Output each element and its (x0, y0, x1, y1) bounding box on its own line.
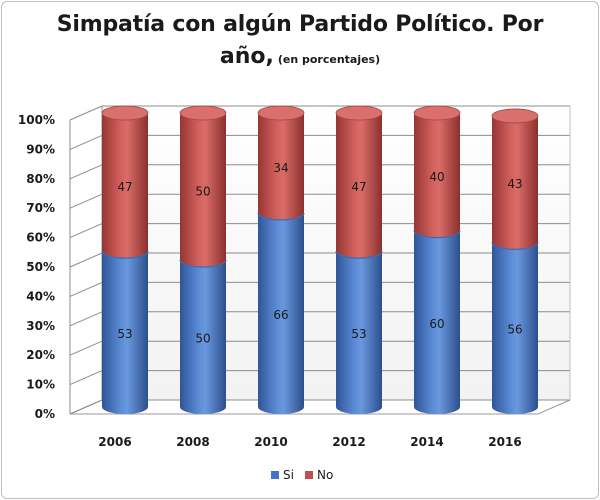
data-label-no: 40 (429, 170, 444, 184)
x-tick-label: 2010 (254, 435, 287, 449)
y-tick-label: 10% (26, 378, 55, 392)
bar-no-2006 (102, 113, 148, 259)
chart-bars (101, 105, 539, 414)
bar-no-2008 (180, 113, 226, 267)
legend-swatch-si (271, 471, 279, 479)
bar-junction-2012 (335, 251, 383, 259)
bar-junction-2016 (491, 242, 539, 250)
data-label-no: 43 (507, 177, 522, 191)
legend-swatch-no (305, 471, 313, 479)
legend-label-si: Si (283, 468, 294, 482)
data-label-no: 47 (351, 180, 366, 194)
chart-title-year: año, (219, 44, 274, 69)
bar-no-2014 (414, 113, 460, 238)
gridline-side (69, 134, 103, 150)
x-tick-label: 2016 (488, 435, 521, 449)
bar-si-2012 (336, 251, 382, 414)
x-tick-label: 2012 (332, 435, 365, 449)
y-tick-label: 90% (26, 142, 55, 156)
x-tick-label: 2014 (410, 435, 443, 449)
bar-cap-2006 (101, 105, 149, 121)
bar-cap-2012 (335, 105, 383, 121)
gridline-side (69, 164, 103, 180)
gridline-side (69, 105, 103, 121)
bar-no-2016 (492, 115, 538, 250)
gridline-side (69, 311, 103, 327)
data-label-si: 50 (195, 332, 210, 346)
y-tick-label: 60% (26, 231, 55, 245)
bar-si-2014 (414, 230, 460, 414)
x-tick-label: 2006 (98, 435, 131, 449)
chart-labels: 53 47 2006 50 50 2008 66 34 2010 53 47 2012 60 40 2014… (98, 161, 522, 449)
y-tick-label: 30% (26, 319, 55, 333)
data-label-si: 56 (507, 323, 522, 337)
bar-junction-2006 (101, 251, 149, 259)
bar-cap-2008 (179, 105, 227, 121)
bar-no-2012 (336, 113, 382, 259)
gridline-side (69, 281, 103, 297)
bar-si-2016 (492, 242, 538, 414)
bar-junction-2014 (413, 230, 461, 239)
bar-cap-2016 (491, 108, 539, 124)
bar-cap-2010 (257, 105, 305, 121)
bar-no-2010 (258, 113, 304, 220)
y-tick-label: 0% (35, 407, 55, 421)
bar-si-2008 (180, 260, 226, 414)
data-label-no: 50 (195, 185, 210, 199)
chart-title: Simpatía con algún Partido Político. Por (56, 12, 544, 37)
data-label-no: 47 (117, 180, 132, 194)
y-tick-label: 50% (26, 260, 55, 274)
y-tick-label: 100% (18, 113, 55, 127)
legend-label-no: No (317, 468, 333, 482)
y-tick-label: 40% (26, 289, 55, 303)
bar-cap-2014 (413, 105, 461, 121)
bar-si-2006 (102, 251, 148, 414)
chart-subtitle: (en porcentajes) (277, 53, 381, 66)
bar-si-2010 (258, 212, 304, 414)
x-tick-label: 2008 (176, 435, 209, 449)
chart-legend: Si No (271, 468, 333, 482)
data-label-si: 53 (351, 327, 366, 341)
y-tick-label: 70% (26, 201, 55, 215)
data-label-si: 66 (273, 308, 288, 322)
gridline-side (69, 399, 103, 415)
data-label-si: 53 (117, 327, 132, 341)
y-tick-label: 80% (26, 172, 55, 186)
gridline-side (69, 340, 103, 356)
bar-junction-2010 (257, 212, 305, 221)
y-tick-label: 20% (26, 348, 55, 362)
gridline-side (69, 252, 103, 268)
gridline-side (69, 370, 103, 386)
data-label-no: 34 (273, 161, 288, 175)
bar-junction-2008 (179, 259, 227, 268)
data-label-si: 60 (429, 317, 444, 331)
chart-title-line2: año, (en porcentajes) (0, 44, 600, 69)
gridline-side (69, 223, 103, 239)
gridline-side (69, 193, 103, 209)
